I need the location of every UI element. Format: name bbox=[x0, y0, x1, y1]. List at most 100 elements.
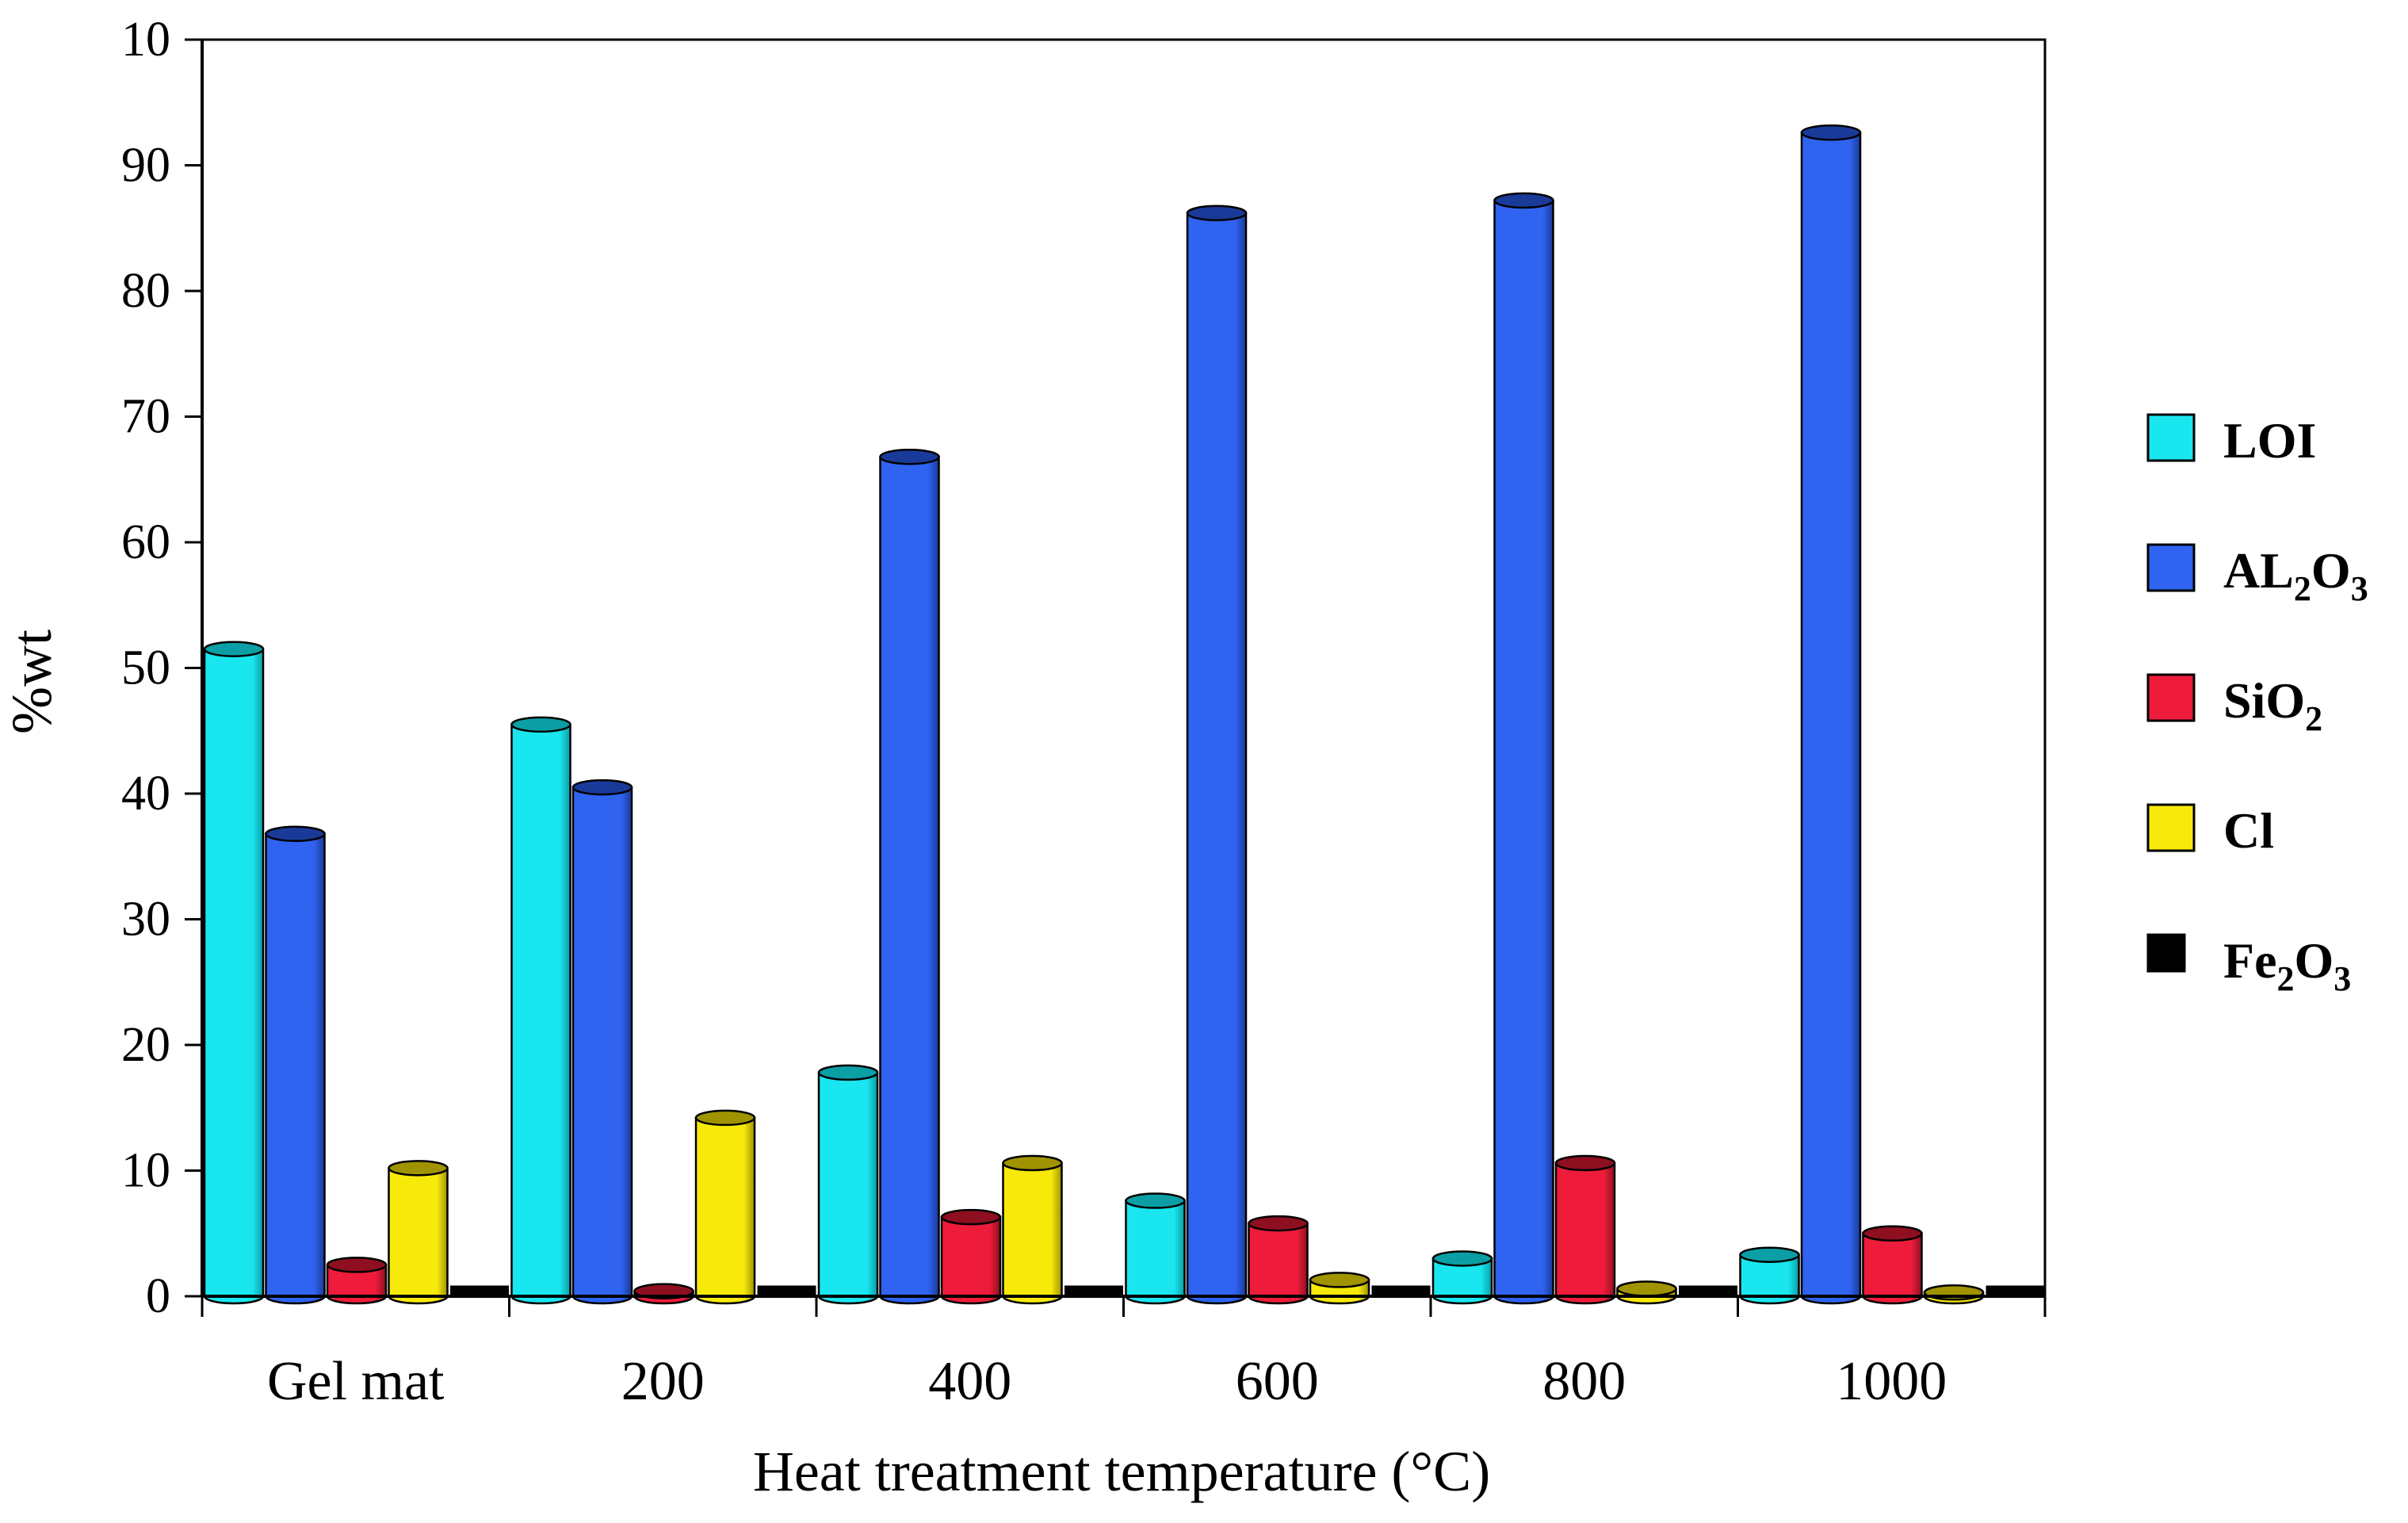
y-tick-label: 10 bbox=[121, 1144, 170, 1198]
y-tick-label: 0 bbox=[146, 1269, 170, 1323]
bar-fe2o3-3 bbox=[1371, 1285, 1431, 1297]
bar-cap bbox=[1002, 1154, 1063, 1172]
y-tick-label: 80 bbox=[121, 264, 170, 318]
legend-item-sio2: SiO2 bbox=[2146, 672, 2322, 738]
bar-cap bbox=[940, 1208, 1002, 1226]
bar-loi-2 bbox=[817, 1064, 879, 1305]
bar-fe2o3-0 bbox=[450, 1285, 509, 1297]
legend-text-part: AL bbox=[2223, 542, 2294, 599]
y-tick-label: 70 bbox=[121, 390, 170, 444]
bar-body bbox=[1493, 199, 1554, 1305]
legend-item-fe2o3: Fe2O3 bbox=[2146, 932, 2351, 998]
legend-text-part: SiO bbox=[2223, 672, 2305, 729]
bar-cap bbox=[1248, 1215, 1309, 1232]
bar-al2o3-2 bbox=[879, 448, 940, 1305]
bar-body bbox=[1800, 132, 1862, 1305]
bar-body bbox=[326, 1264, 388, 1305]
bar-cap bbox=[571, 779, 633, 796]
bar-body bbox=[1862, 1232, 1923, 1305]
y-tick-label: 20 bbox=[121, 1018, 170, 1072]
y-tick-label: 40 bbox=[121, 767, 170, 821]
bar-body bbox=[1371, 1285, 1431, 1296]
bar-al2o3-5 bbox=[1800, 124, 1862, 1305]
plot-frame bbox=[201, 38, 2047, 1298]
x-tick-label: Gel mat bbox=[267, 1351, 445, 1412]
legend-swatch bbox=[2146, 543, 2196, 592]
legend-label: LOI bbox=[2223, 412, 2316, 469]
x-tick-label: 200 bbox=[621, 1351, 705, 1412]
bar-body bbox=[1739, 1253, 1800, 1305]
y-axis-title: %wt bbox=[0, 629, 63, 734]
bar-al2o3-4 bbox=[1493, 192, 1554, 1305]
legend-label: SiO2 bbox=[2223, 672, 2322, 738]
bar-fe2o3-5 bbox=[1986, 1285, 2045, 1297]
bar-body bbox=[571, 786, 633, 1305]
bar-body bbox=[757, 1285, 816, 1296]
bar-cl-2 bbox=[1002, 1154, 1063, 1305]
bar-al2o3-3 bbox=[1186, 205, 1248, 1305]
bar-body bbox=[388, 1167, 449, 1305]
bar-cl-1 bbox=[694, 1109, 756, 1305]
x-axis-title: Heat treatment temperature (°C) bbox=[753, 1440, 1490, 1503]
bar-body bbox=[1431, 1257, 1493, 1305]
bar-cap bbox=[1309, 1272, 1370, 1288]
legend-item-loi: LOI bbox=[2146, 412, 2316, 469]
y-tick-label: 60 bbox=[121, 515, 170, 569]
bar-cap bbox=[1800, 124, 1862, 141]
bar-body bbox=[1064, 1285, 1123, 1296]
bar-sio2-5 bbox=[1862, 1225, 1923, 1305]
legend-subscript: 2 bbox=[2294, 569, 2311, 608]
legend-text-part: O bbox=[2295, 932, 2334, 989]
y-tick-label: 90 bbox=[121, 139, 170, 193]
bar-body bbox=[1248, 1222, 1309, 1305]
bar-cap bbox=[1431, 1250, 1493, 1267]
legend-subscript: 2 bbox=[2305, 699, 2322, 738]
x-tick-label: 1000 bbox=[1836, 1351, 1947, 1412]
legend-text-part: Cl bbox=[2223, 802, 2274, 859]
legend-label: Fe2O3 bbox=[2223, 932, 2351, 998]
legend-text-part: O bbox=[2311, 542, 2351, 599]
bar-cap bbox=[1186, 205, 1248, 221]
bar-al2o3-0 bbox=[265, 825, 326, 1305]
bar-body bbox=[1986, 1285, 2045, 1296]
bar-body bbox=[1186, 212, 1248, 1305]
legend-swatch bbox=[2146, 673, 2196, 722]
y-tick-label: 50 bbox=[121, 641, 170, 695]
bar-cap bbox=[265, 825, 326, 842]
bar-cap bbox=[326, 1257, 388, 1273]
bar-cl-4 bbox=[1616, 1280, 1677, 1305]
bar-body bbox=[1002, 1161, 1063, 1305]
bar-cap bbox=[879, 448, 940, 465]
bar-loi-1 bbox=[510, 716, 571, 1305]
bar-body bbox=[1679, 1285, 1737, 1296]
bar-body bbox=[203, 648, 265, 1305]
bar-cap bbox=[694, 1109, 756, 1127]
bar-body bbox=[1125, 1200, 1186, 1305]
axes-layer: 0 10 20 30 40 50 60 70 80 90 10 Gel mat 200 400 600 800… bbox=[121, 13, 2047, 1412]
bar-cap bbox=[510, 716, 571, 733]
bar-body bbox=[510, 723, 571, 1305]
bar-sio2-0 bbox=[326, 1257, 388, 1305]
y-tick-label: 10 bbox=[121, 13, 170, 67]
x-tick-label: 800 bbox=[1542, 1351, 1626, 1412]
legend-item-al2o3: AL2O3 bbox=[2146, 542, 2368, 608]
bar-cl-0 bbox=[388, 1160, 449, 1305]
bar-sio2-2 bbox=[940, 1208, 1002, 1305]
bar-body bbox=[879, 455, 940, 1305]
bar-cap bbox=[388, 1160, 449, 1177]
legend-text-part: LOI bbox=[2223, 412, 2316, 469]
bars-layer bbox=[203, 124, 2045, 1305]
bar-loi-5 bbox=[1739, 1246, 1800, 1305]
bar-fe2o3-1 bbox=[757, 1285, 816, 1297]
bar-fe2o3-2 bbox=[1064, 1285, 1123, 1297]
bar-cap bbox=[817, 1064, 879, 1081]
legend-subscript: 2 bbox=[2277, 959, 2295, 998]
legend-item-cl: Cl bbox=[2146, 802, 2274, 859]
bar-cl-3 bbox=[1309, 1272, 1370, 1305]
bar-body bbox=[817, 1071, 879, 1305]
x-tick-label: 600 bbox=[1236, 1351, 1319, 1412]
legend-text-part: Fe bbox=[2223, 932, 2277, 989]
